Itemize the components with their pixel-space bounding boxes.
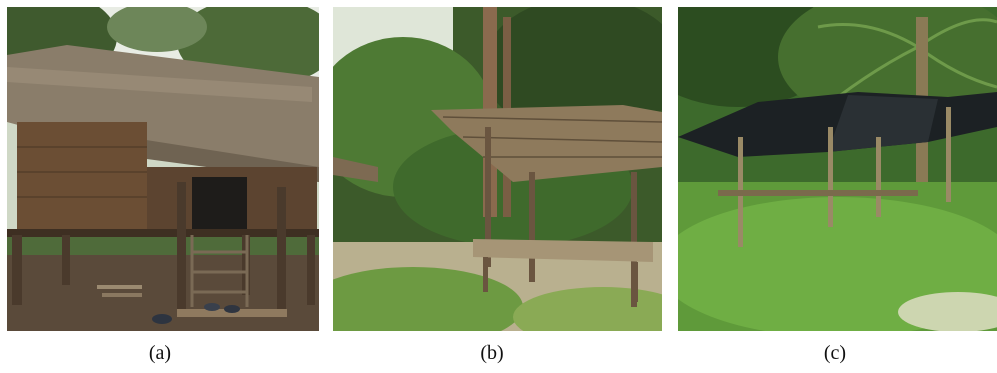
caption-a: (a) <box>148 342 172 364</box>
thatched-hut-photo <box>7 7 319 331</box>
open-shelter-photo <box>333 7 662 331</box>
photo-panel-c <box>678 7 997 331</box>
caption-c: (c) <box>823 342 847 364</box>
photo-panel-b <box>333 7 662 331</box>
caption-b: (b) <box>480 342 504 364</box>
photo-panel-a <box>7 7 319 331</box>
tarp-shelter-photo <box>678 7 997 331</box>
